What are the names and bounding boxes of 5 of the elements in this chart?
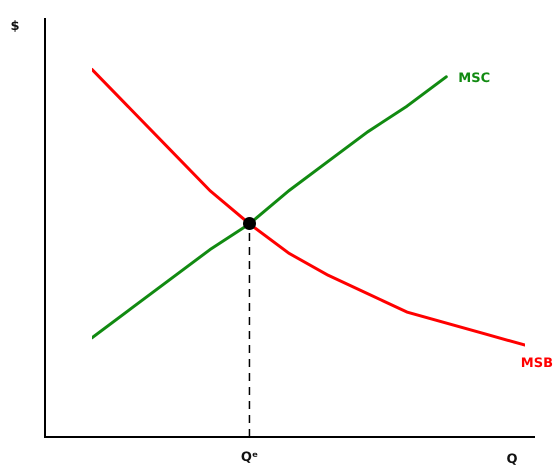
series-label: MSB [520,356,554,372]
text: Qᵉ [240,450,258,465]
series-label: MSC [458,70,490,86]
y-axis-title: $ [10,19,20,34]
x-axis-title: Q [506,452,518,467]
